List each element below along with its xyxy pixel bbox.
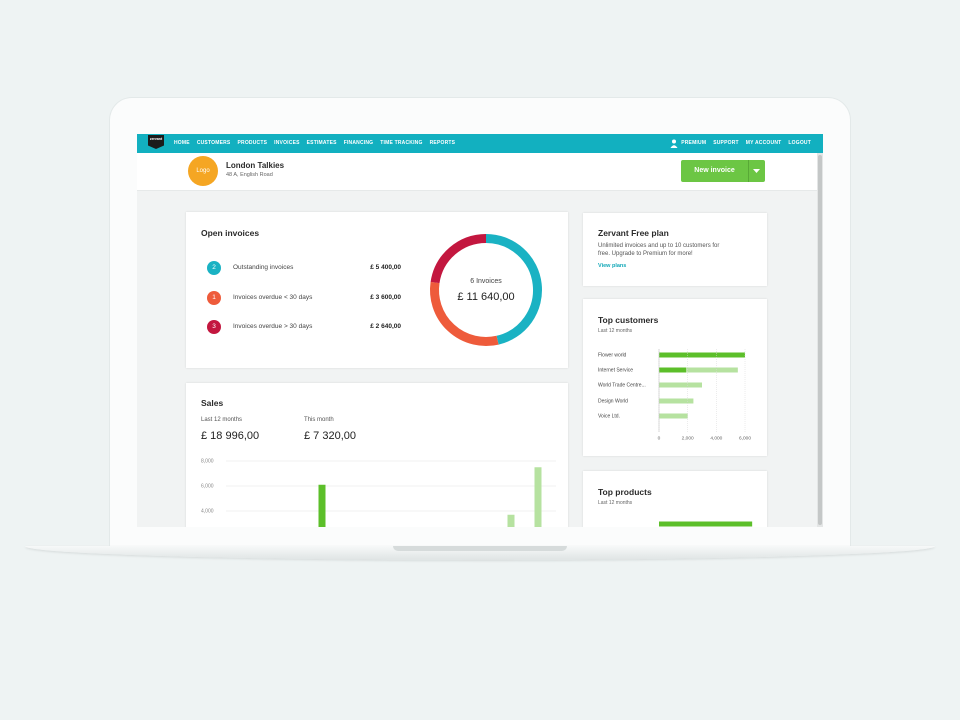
card-title: Open invoices xyxy=(201,228,260,238)
card-title: Top products xyxy=(598,487,652,497)
bar xyxy=(659,398,694,404)
period-label: Last 12 months xyxy=(201,417,243,423)
company-header: Logo London Talkies 48 A, English Road N… xyxy=(137,153,818,191)
bar xyxy=(534,467,542,527)
donut-center-label: 6 Invoices xyxy=(470,278,502,285)
nav-item[interactable]: TIME TRACKING xyxy=(380,140,423,146)
period-value: £ 7 320,00 xyxy=(304,430,356,442)
bar xyxy=(659,382,702,388)
top-products-card: Top products Last 12 months xyxy=(583,471,767,527)
view-plans-link[interactable]: View plans xyxy=(598,263,627,269)
card-title: Top customers xyxy=(598,315,659,325)
company-logo[interactable]: Logo xyxy=(188,156,218,186)
bar xyxy=(659,521,753,527)
bar xyxy=(659,352,745,358)
new-invoice-button[interactable]: New invoice xyxy=(681,160,765,182)
period-label: This month xyxy=(304,417,334,423)
nav-item[interactable]: LOGOUT xyxy=(788,140,811,146)
category-label: Design World xyxy=(598,398,628,404)
user-icon[interactable] xyxy=(670,139,678,148)
nav-item[interactable]: HOME xyxy=(174,140,190,146)
y-tick-label: 4,000 xyxy=(201,508,214,514)
nav-bar: zervant HOME CUSTOMERS PRODUCTS INVOICES EST… xyxy=(137,134,823,153)
customers-chart: Flower world Internet Service World Trade … xyxy=(598,349,751,441)
nav-menu: HOME CUSTOMERS PRODUCTS INVOICES ESTIMATES FI… xyxy=(174,134,455,153)
card-title: Sales xyxy=(201,398,224,408)
scrollbar[interactable] xyxy=(817,153,823,527)
nav-item[interactable]: SUPPORT xyxy=(713,140,739,146)
top-customers-card: Top customers Last 12 months Flower worl… xyxy=(583,299,767,456)
x-tick-label: 2,000 xyxy=(682,435,694,441)
laptop-notch xyxy=(393,546,567,551)
card-subtitle: Last 12 months xyxy=(598,500,633,506)
row-amount: £ 2 640,00 xyxy=(370,323,401,330)
text-line: free. Upgrade to Premium for more! xyxy=(598,251,693,257)
sales-card: Sales Last 12 months £ 18 996,00 This mo… xyxy=(186,383,568,527)
row-label: Outstanding invoices xyxy=(233,264,294,271)
bar xyxy=(659,413,688,419)
nav-item[interactable]: PRODUCTS xyxy=(237,140,268,146)
card-title: Zervant Free plan xyxy=(598,228,669,238)
x-tick-label: 6,000 xyxy=(739,435,751,441)
plan-text: Unlimited invoices and up to 10 customer… xyxy=(598,242,719,258)
x-tick-label: 4,000 xyxy=(710,435,722,441)
row-label: Invoices overdue < 30 days xyxy=(233,294,313,301)
open-invoices-card: Open invoices 2 Outstanding invoices £ 5 4… xyxy=(186,212,568,368)
category-label: World Trade Centre... xyxy=(598,382,646,388)
text-line: Unlimited invoices and up to 10 customer… xyxy=(598,243,720,249)
laptop-base xyxy=(25,546,935,560)
donut-total: £ 11 640,00 xyxy=(457,291,515,303)
nav-item[interactable]: REPORTS xyxy=(429,140,456,146)
sales-chart: 4,000 6,000 8,000 xyxy=(201,458,556,527)
row-label: Invoices overdue > 30 days xyxy=(233,323,313,330)
nav-logo[interactable]: zervant xyxy=(148,135,164,149)
bar xyxy=(318,484,326,527)
category-label: Internet Service xyxy=(598,367,633,373)
nav-item[interactable]: CUSTOMERS xyxy=(196,140,231,146)
count-badge: 3 xyxy=(207,320,221,334)
count-badge: 1 xyxy=(207,291,221,305)
row-amount: £ 5 400,00 xyxy=(370,264,401,271)
bar xyxy=(659,367,687,373)
scrollbar-thumb[interactable] xyxy=(818,155,822,525)
donut-chart xyxy=(430,234,542,346)
x-tick-label: 0 xyxy=(658,435,661,441)
button-divider xyxy=(748,160,749,182)
dropdown-arrow[interactable] xyxy=(753,169,760,173)
period-value: £ 18 996,00 xyxy=(201,430,260,442)
y-tick-label: 6,000 xyxy=(201,483,214,489)
nav-item[interactable]: ESTIMATES xyxy=(306,140,337,146)
count-badge: 2 xyxy=(207,261,221,275)
y-tick-label: 8,000 xyxy=(201,458,214,464)
products-chart xyxy=(659,521,753,527)
category-label: Flower world xyxy=(598,352,627,358)
donut-segment xyxy=(430,281,499,346)
bar xyxy=(686,367,738,373)
donut-segment xyxy=(430,234,487,284)
screen: zervant HOME CUSTOMERS PRODUCTS INVOICES EST… xyxy=(137,134,823,527)
bar xyxy=(507,514,515,527)
nav-item[interactable]: FINANCING xyxy=(343,140,374,146)
donut-segment xyxy=(485,234,542,345)
company-address: 48 A, English Road xyxy=(226,172,273,178)
nav-item[interactable]: MY ACCOUNT xyxy=(745,140,782,146)
nav-item[interactable]: INVOICES xyxy=(274,140,300,146)
nav-item[interactable]: PREMIUM xyxy=(681,140,707,146)
card-subtitle: Last 12 months xyxy=(598,328,633,334)
nav-account-menu: PREMIUM SUPPORT MY ACCOUNT LOGOUT xyxy=(681,134,811,153)
button-label: New invoice xyxy=(694,167,735,174)
company-name: London Talkies xyxy=(226,161,285,170)
category-label: Voice Ltd. xyxy=(598,413,620,419)
free-plan-card: Zervant Free plan Unlimited invoices and… xyxy=(583,213,767,286)
row-amount: £ 3 600,00 xyxy=(370,294,401,301)
